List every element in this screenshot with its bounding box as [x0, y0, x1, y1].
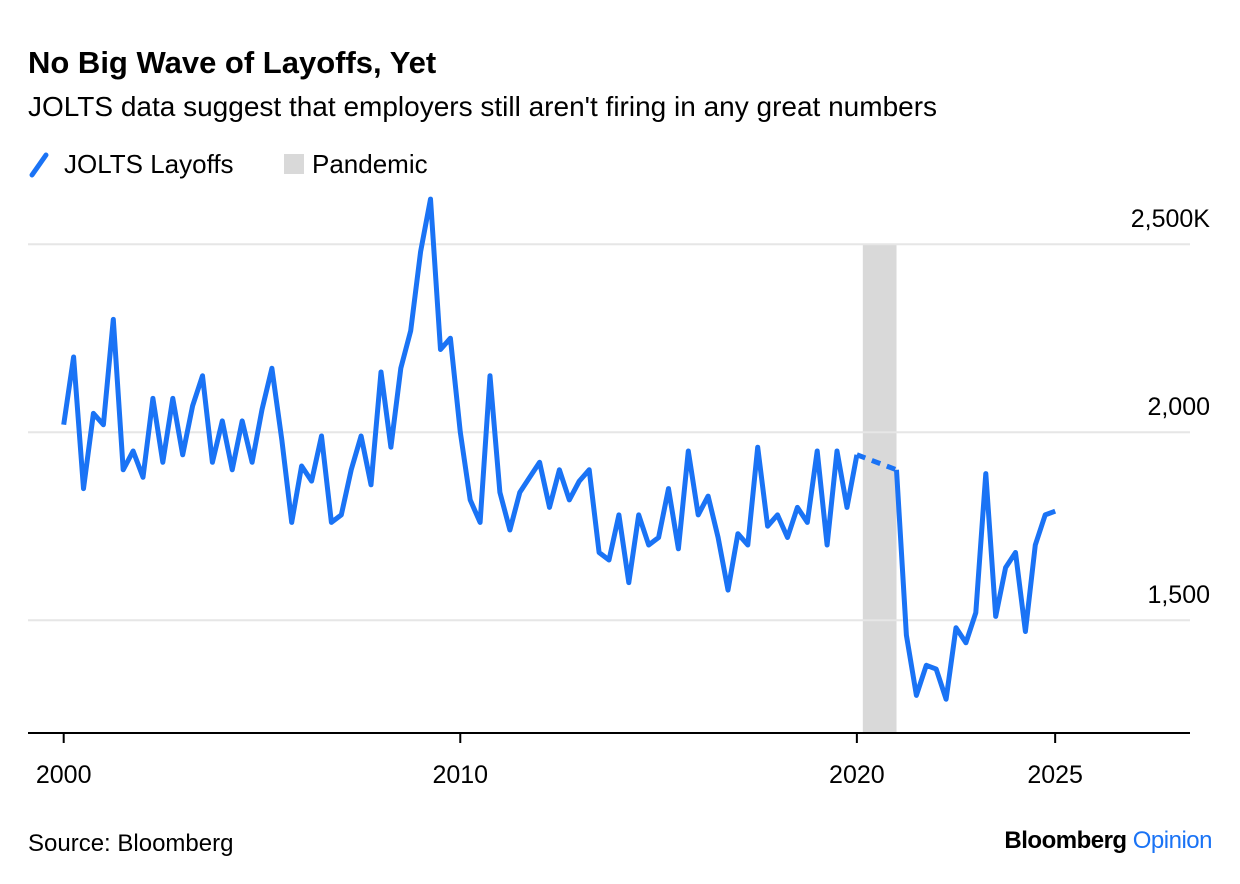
- y-tick-label: 1,500: [1147, 581, 1210, 609]
- x-tick-label: 2025: [1027, 761, 1083, 789]
- x-tick-label: 2010: [432, 761, 488, 789]
- shaded-period: [862, 244, 897, 733]
- x-tick-label: 2020: [829, 761, 885, 789]
- brand-sub: Opinion: [1133, 827, 1212, 854]
- brand-name: Bloomberg: [1004, 827, 1126, 854]
- legend-swatch: [29, 152, 49, 178]
- series-line: [61, 196, 1057, 702]
- legend-label: JOLTS Layoffs: [64, 149, 234, 179]
- source: Source: Bloomberg: [28, 830, 233, 857]
- gap-connector: [855, 452, 898, 473]
- chart-subtitle: JOLTS data suggest that employers still …: [28, 91, 937, 122]
- legend-label: Pandemic: [312, 149, 428, 179]
- chart-title: No Big Wave of Layoffs, Yet: [28, 45, 436, 80]
- y-tick-label: 2,000: [1147, 393, 1210, 421]
- y-tick-label: 2,500K: [1131, 205, 1211, 233]
- brand: Bloomberg Opinion: [1004, 827, 1212, 854]
- x-tick-label: 2000: [36, 761, 92, 789]
- legend-swatch: [284, 154, 304, 174]
